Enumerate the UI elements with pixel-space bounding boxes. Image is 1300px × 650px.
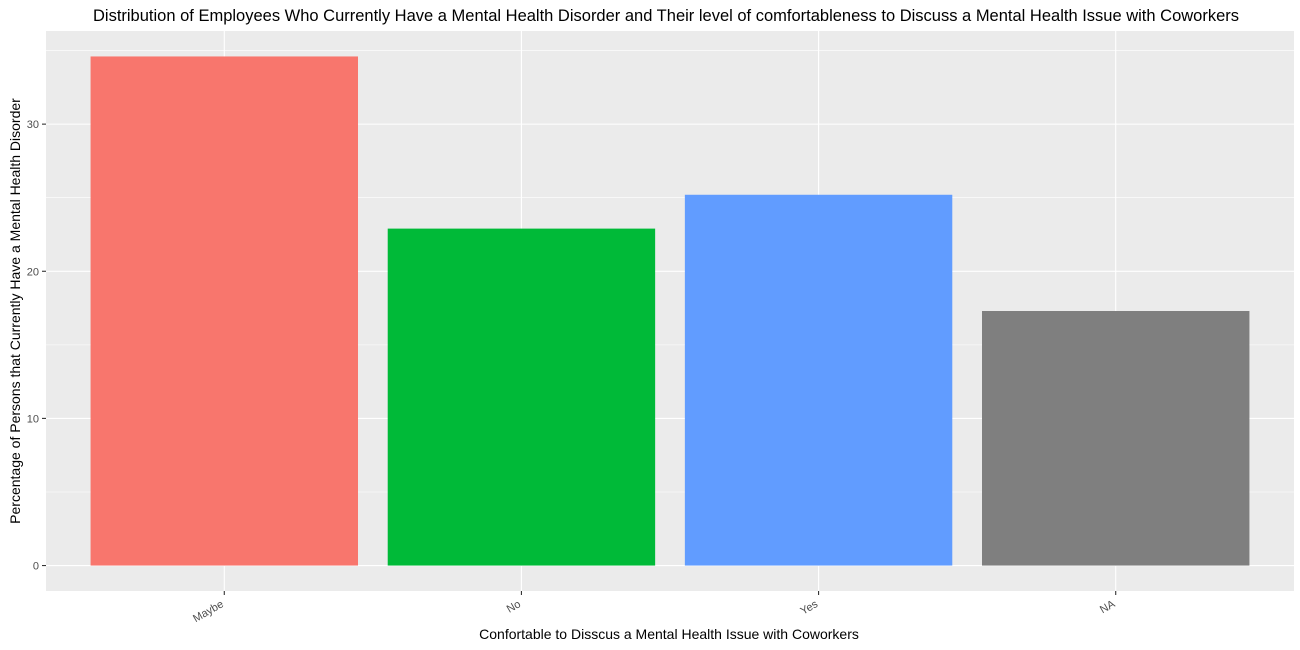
y-tick-label: 10 — [27, 413, 39, 425]
bar-na — [982, 311, 1250, 566]
bars — [90, 56, 1250, 566]
bar-maybe — [90, 56, 359, 566]
x-tick-label: NA — [1098, 598, 1118, 616]
y-tick-label: 20 — [27, 266, 39, 278]
x-tick-label: Yes — [799, 598, 821, 618]
x-axis-ticks: Maybe No Yes NA — [191, 591, 1118, 625]
bar-yes — [684, 194, 953, 566]
y-axis-ticks: 0 10 20 30 — [27, 119, 46, 573]
x-axis-title: Confortable to Disscus a Mental Health I… — [479, 626, 859, 642]
y-tick-label: 30 — [27, 119, 39, 131]
x-tick-label: No — [505, 598, 523, 615]
bar-no — [387, 228, 656, 566]
x-tick-label: Maybe — [191, 598, 226, 625]
y-tick-label: 0 — [33, 561, 39, 573]
chart-title: Distribution of Employees Who Currently … — [93, 7, 1239, 25]
y-axis-title: Percentage of Persons that Currently Hav… — [7, 98, 23, 524]
